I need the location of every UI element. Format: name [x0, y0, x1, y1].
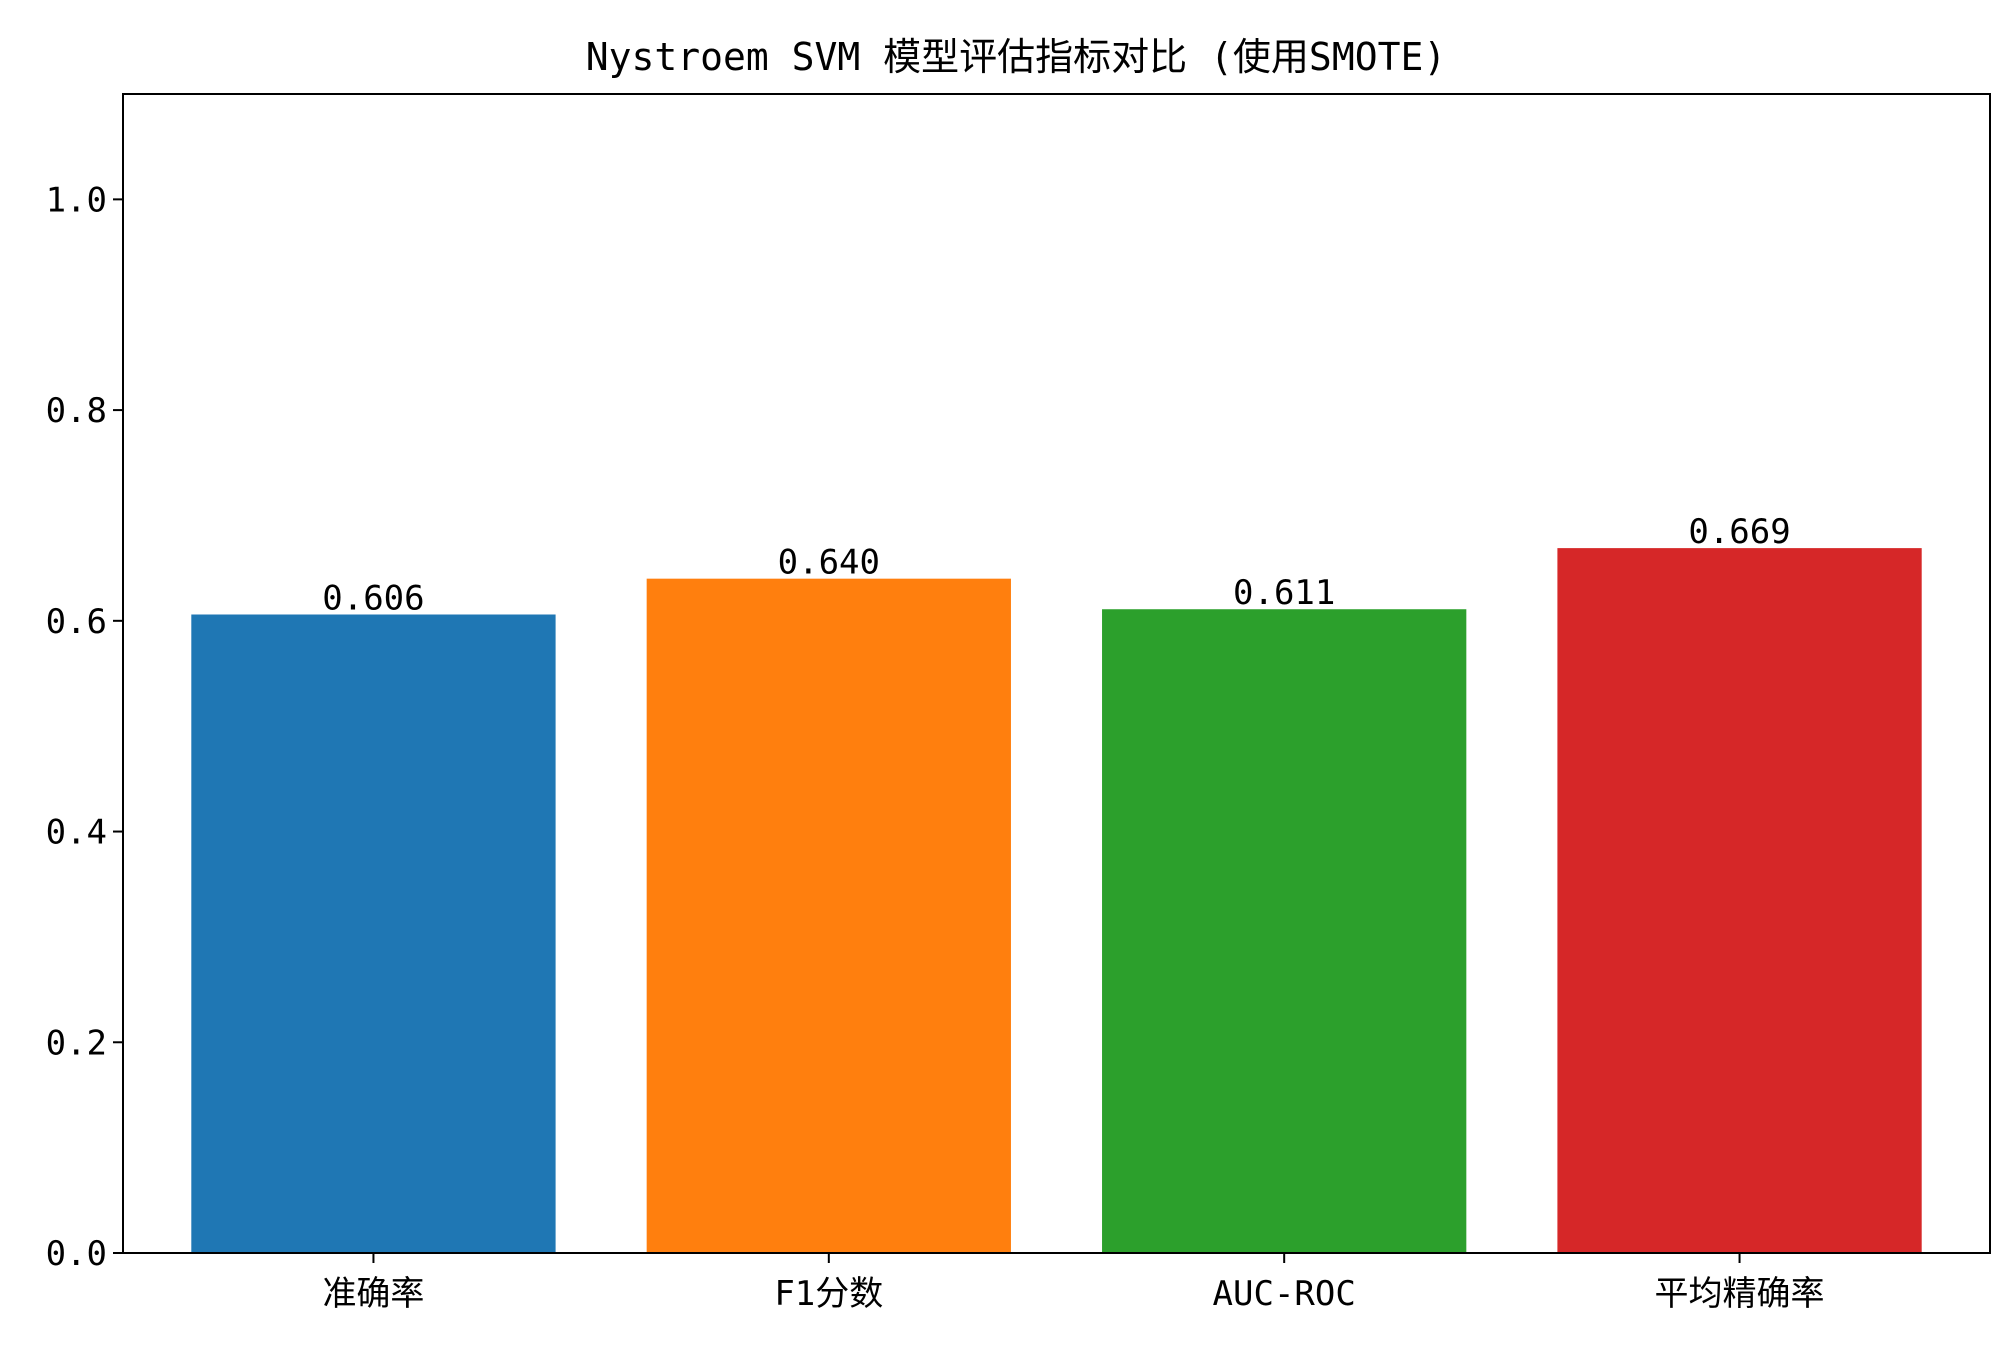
x-axis: 准确率 F1分数 AUC-ROC 平均精确率 [322, 1253, 1825, 1314]
data-label-4: 0.669 [1688, 512, 1790, 552]
data-labels-group: 0.606 0.640 0.611 0.669 [322, 512, 1790, 618]
y-tick-label-1: 0.0 [46, 1234, 107, 1274]
data-label-2: 0.640 [778, 543, 880, 583]
x-tick-label-4: 平均精确率 [1655, 1274, 1825, 1314]
bar-2 [646, 578, 1011, 1253]
chart-title: Nystroem SVM 模型评估指标对比 (使用SMOTE) [586, 35, 1446, 79]
data-label-3: 0.611 [1233, 573, 1335, 613]
y-tick-label-3: 0.4 [46, 813, 107, 853]
bar-3 [1102, 609, 1467, 1253]
y-axis: 0.0 0.2 0.4 0.6 0.8 1.0 [46, 180, 123, 1274]
bars-group [191, 548, 1922, 1253]
data-label-1: 0.606 [322, 578, 424, 618]
bar-4 [1557, 548, 1922, 1253]
x-tick-label-1: 准确率 [322, 1274, 424, 1314]
bar-1 [191, 614, 556, 1253]
y-tick-label-6: 1.0 [46, 180, 107, 220]
y-tick-label-5: 0.8 [46, 391, 107, 431]
y-tick-label-4: 0.6 [46, 602, 107, 642]
plot-frame [122, 93, 1991, 1254]
y-tick-label-2: 0.2 [46, 1023, 107, 1063]
x-tick-label-2: F1分数 [774, 1274, 883, 1314]
x-tick-label-3: AUC-ROC [1213, 1274, 1356, 1314]
